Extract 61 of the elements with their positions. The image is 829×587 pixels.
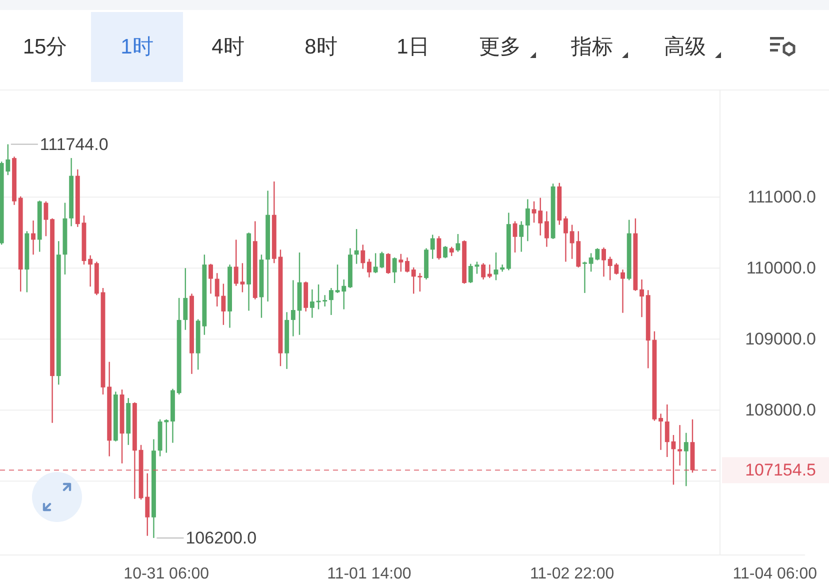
candlestick	[342, 278, 346, 310]
candlestick	[398, 253, 404, 272]
candlestick	[532, 200, 536, 224]
candlestick	[582, 261, 587, 294]
text: 更多	[479, 36, 521, 58]
ref-line-label: 107154.5	[745, 460, 816, 480]
candlestick	[360, 244, 366, 270]
candlestick	[684, 432, 688, 487]
annotation: 111744.0	[40, 134, 108, 154]
candlestick	[468, 263, 473, 284]
candlestick	[335, 264, 340, 294]
x-tick-label: 11-04 06:00	[732, 566, 818, 582]
y-tick-label: 111000.0	[748, 188, 816, 207]
candlestick	[620, 268, 625, 314]
candlestick	[88, 254, 93, 288]
candlestick	[443, 245, 448, 259]
text: 高级	[664, 36, 706, 58]
text: 指标	[570, 36, 613, 58]
candlestick	[678, 424, 682, 466]
candlestick	[487, 264, 492, 279]
text: 15分	[22, 36, 68, 58]
x-tick-label: 10-31 06:00	[124, 566, 210, 582]
annotation: 106200.0	[186, 528, 257, 548]
candlestick	[640, 278, 644, 318]
candlestick	[208, 263, 213, 294]
candlestick	[449, 246, 454, 257]
candlestick	[405, 256, 410, 273]
candlestick	[602, 246, 606, 278]
candlestick	[430, 234, 435, 260]
candlestick	[525, 198, 530, 242]
candlestick	[44, 200, 48, 237]
text: 1日	[396, 36, 430, 58]
candlestick	[436, 236, 442, 260]
candlestick	[310, 288, 314, 318]
candlestick	[544, 210, 549, 248]
y-tick-label: 110000.0	[746, 258, 816, 278]
candlestick	[183, 268, 188, 330]
candlestick	[494, 252, 498, 281]
candlestick	[564, 216, 568, 262]
y-tick-label: 108000.0	[745, 400, 816, 420]
candlestick	[481, 262, 486, 280]
text: 4时	[212, 36, 244, 58]
candlestick	[658, 413, 664, 450]
candlestick	[392, 256, 397, 284]
candlestick	[512, 220, 518, 254]
text: 8时	[304, 36, 338, 58]
candlestick	[386, 252, 390, 274]
candlestick	[328, 287, 334, 316]
text: 1时	[120, 36, 154, 58]
x-tick-label: 11-02 22:00	[530, 566, 614, 582]
candlestick	[31, 220, 36, 256]
candlestick	[354, 228, 359, 264]
y-tick-label: 109000.0	[745, 330, 816, 349]
candlestick	[519, 220, 524, 252]
candlestick	[456, 233, 460, 252]
candlestick	[290, 280, 296, 337]
candlestick	[538, 197, 543, 236]
candlestick	[367, 258, 372, 278]
candlestick	[322, 294, 328, 308]
x-tick-label: 11-01 14:00	[327, 566, 412, 582]
candlestick	[664, 404, 670, 458]
